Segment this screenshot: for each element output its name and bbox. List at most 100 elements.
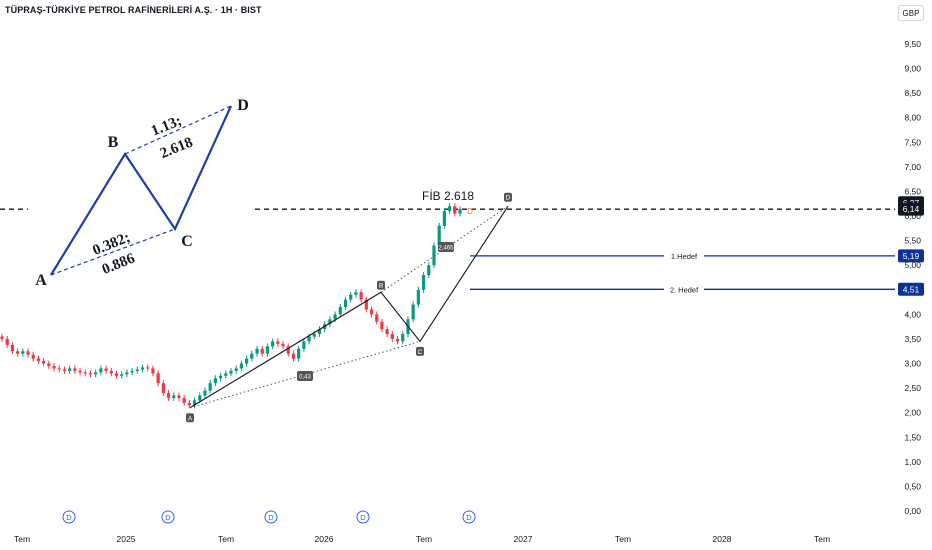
candle-body [369, 309, 374, 315]
schematic-bd-line [124, 105, 232, 155]
y-tick-label: 2,00 [904, 408, 921, 418]
candle-body [57, 368, 61, 370]
candle-body [166, 393, 171, 398]
target-label-bg [664, 284, 704, 295]
price-label-bg [898, 202, 924, 216]
candle-body [114, 373, 119, 376]
candle-body [73, 368, 77, 371]
dividend-marker-label: D [466, 513, 472, 522]
y-tick-label: 8,50 [904, 88, 921, 98]
candle-body [286, 346, 290, 354]
candle-body [88, 373, 93, 375]
candle-body [395, 338, 400, 342]
candle-body [234, 368, 238, 371]
candle-body [229, 370, 233, 374]
schematic-pattern [50, 105, 233, 276]
candle-body [83, 372, 87, 374]
candle-body [31, 354, 35, 359]
candle-body [104, 368, 108, 371]
candle-body [125, 372, 129, 375]
candle-body [198, 395, 202, 401]
candle-body [36, 358, 41, 362]
candle-body [26, 351, 30, 355]
chart-title: TÜPRAŞ-TÜRKİYE PETROL RAFİNERİLERİ A.Ş. … [5, 5, 262, 15]
x-tick-label: Tem [218, 534, 234, 544]
candle-body [151, 368, 155, 374]
candle-body [0, 336, 4, 339]
price-label: 6,14 [903, 204, 920, 214]
schematic-ratio-bc-2: 2.618 [158, 135, 195, 162]
candle-body [99, 368, 103, 373]
candle-body [47, 363, 51, 366]
x-tick-label: 2028 [713, 534, 732, 544]
dividend-marker-label: D [165, 513, 171, 522]
x-tick-label: Tem [615, 534, 631, 544]
price-label-bg [898, 282, 924, 296]
candle-body [260, 348, 264, 354]
candle-body [390, 334, 394, 339]
y-tick-label: 3,50 [904, 334, 921, 344]
y-tick-label: 4,00 [904, 309, 921, 319]
target-label: 2. Hedef [670, 285, 699, 294]
dividend-marker-label: D [467, 207, 473, 216]
candle-body [432, 245, 436, 266]
candle-body [411, 304, 415, 320]
currency-selector[interactable]: GBP [898, 5, 924, 21]
x-tick-label: Tem [14, 534, 30, 544]
candle-body [375, 314, 379, 322]
harmonic-point-label: B [379, 283, 383, 290]
candle-body [146, 367, 150, 369]
target-label: 1.Hedef [671, 252, 698, 261]
candle-body [265, 346, 270, 354]
candle-body [354, 292, 358, 295]
candle-body [192, 400, 197, 406]
candle-body [458, 209, 462, 214]
candle-body [182, 397, 186, 403]
y-tick-label: 6,50 [904, 186, 921, 196]
candle-body [21, 351, 25, 354]
candle-body [62, 369, 67, 371]
candle-body [94, 372, 98, 375]
candle-body [5, 338, 9, 345]
x-tick-label: Tem [416, 534, 432, 544]
dividend-marker [462, 510, 476, 524]
candle-body [245, 358, 249, 364]
dividend-marker-label: D [268, 513, 274, 522]
candle-body [437, 225, 441, 246]
candle-body [271, 341, 275, 347]
candle-body [161, 383, 165, 394]
y-tick-label: 3,00 [904, 359, 921, 369]
y-tick-label: 2,50 [904, 383, 921, 393]
candle-body [187, 402, 191, 406]
candle-body [427, 265, 431, 276]
candle-body [328, 319, 332, 325]
price-label: 5,19 [903, 251, 920, 261]
candle-body [120, 374, 124, 376]
harmonic-pattern [189, 205, 509, 409]
y-tick-label: 5,50 [904, 236, 921, 246]
candle-body [385, 329, 389, 335]
fib-label: FİB 2.618 [422, 189, 474, 203]
y-tick-label: 6,00 [904, 211, 921, 221]
candle-body [109, 370, 113, 374]
candle-body [442, 211, 446, 226]
candle-body [291, 353, 296, 359]
candle-body [78, 370, 82, 373]
candle-body [218, 375, 223, 379]
candle-body [135, 369, 139, 371]
candle-body [177, 395, 181, 398]
dividend-marker-label: D [360, 513, 366, 522]
harmonic-point-bg [186, 413, 194, 423]
schematic-ac-line [50, 228, 176, 276]
harmonic-point-bg [377, 280, 385, 290]
candle-body [208, 383, 212, 391]
candle-body [312, 334, 316, 337]
candle-body [302, 341, 306, 349]
harmonic-point-label: C [418, 349, 423, 356]
schematic-point-label: A [35, 272, 47, 289]
candle-body [10, 344, 15, 352]
x-tick-label: Tem [814, 534, 830, 544]
price-label-bg [898, 249, 924, 263]
dividend-marker-label: D [66, 513, 72, 522]
